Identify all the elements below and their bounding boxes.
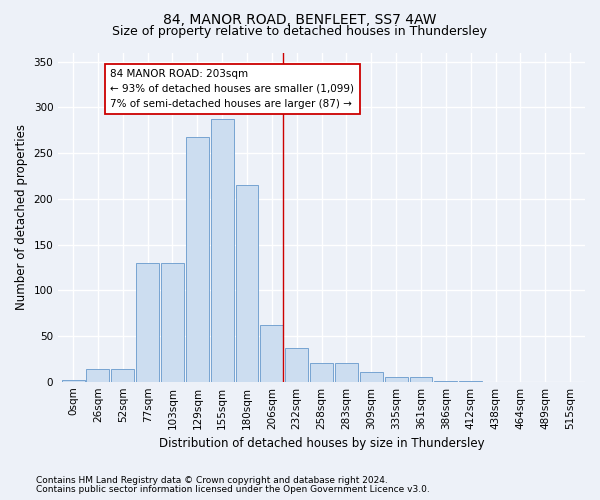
Text: 84 MANOR ROAD: 203sqm
← 93% of detached houses are smaller (1,099)
7% of semi-de: 84 MANOR ROAD: 203sqm ← 93% of detached … xyxy=(110,69,355,108)
Bar xyxy=(310,364,333,382)
Bar xyxy=(286,348,308,382)
Bar xyxy=(459,381,482,382)
Bar xyxy=(161,263,184,382)
Text: Contains public sector information licensed under the Open Government Licence v3: Contains public sector information licen… xyxy=(36,485,430,494)
Y-axis label: Number of detached properties: Number of detached properties xyxy=(15,124,28,310)
Bar xyxy=(410,377,433,382)
Bar xyxy=(86,369,109,382)
Bar xyxy=(186,136,209,382)
Bar xyxy=(62,380,85,382)
Bar xyxy=(385,377,407,382)
Bar xyxy=(211,120,233,382)
Bar xyxy=(434,381,457,382)
Bar xyxy=(335,364,358,382)
Text: Contains HM Land Registry data © Crown copyright and database right 2024.: Contains HM Land Registry data © Crown c… xyxy=(36,476,388,485)
Bar xyxy=(360,372,383,382)
Bar xyxy=(136,263,159,382)
Bar xyxy=(260,325,283,382)
Text: 84, MANOR ROAD, BENFLEET, SS7 4AW: 84, MANOR ROAD, BENFLEET, SS7 4AW xyxy=(163,12,437,26)
Text: Size of property relative to detached houses in Thundersley: Size of property relative to detached ho… xyxy=(113,25,487,38)
Bar xyxy=(236,185,259,382)
X-axis label: Distribution of detached houses by size in Thundersley: Distribution of detached houses by size … xyxy=(159,437,484,450)
Bar xyxy=(112,369,134,382)
